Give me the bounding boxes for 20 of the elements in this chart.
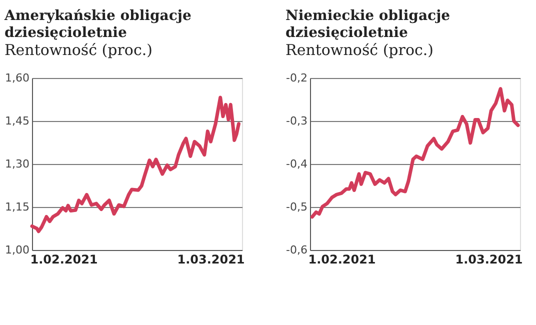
chart-title: Amerykańskie obligacje dziesięcioletnie [4, 8, 192, 41]
chart-subtitle: Rentowność (proc.) [4, 41, 152, 59]
y-tick-label: 1,30 [5, 158, 30, 170]
y-tick-label: -0,4 [286, 158, 308, 170]
chart-subtitle: Rentowność (proc.) [286, 41, 434, 59]
y-tick-label: 1,00 [5, 244, 30, 256]
x-tick-label: 1.03.2021 [455, 252, 523, 266]
y-tick-label: 1,15 [5, 200, 30, 214]
x-tick-label: 1.03.2021 [177, 252, 245, 266]
y-tick-label: 1,45 [5, 114, 30, 128]
y-tick-label: -0,3 [286, 114, 308, 128]
line-series [30, 96, 240, 234]
line-series [310, 87, 520, 219]
x-tick-label: 1.02.2021 [30, 252, 98, 266]
x-tick-label: 1.02.2021 [308, 252, 376, 266]
y-tick-label: -0,2 [286, 72, 308, 84]
y-tick-label: -0,6 [286, 244, 308, 256]
y-tick-label: -0,5 [286, 200, 308, 214]
y-tick-label: 1,60 [5, 72, 30, 84]
chart-title: Niemieckie obligacje dziesięcioletnie [286, 8, 450, 41]
